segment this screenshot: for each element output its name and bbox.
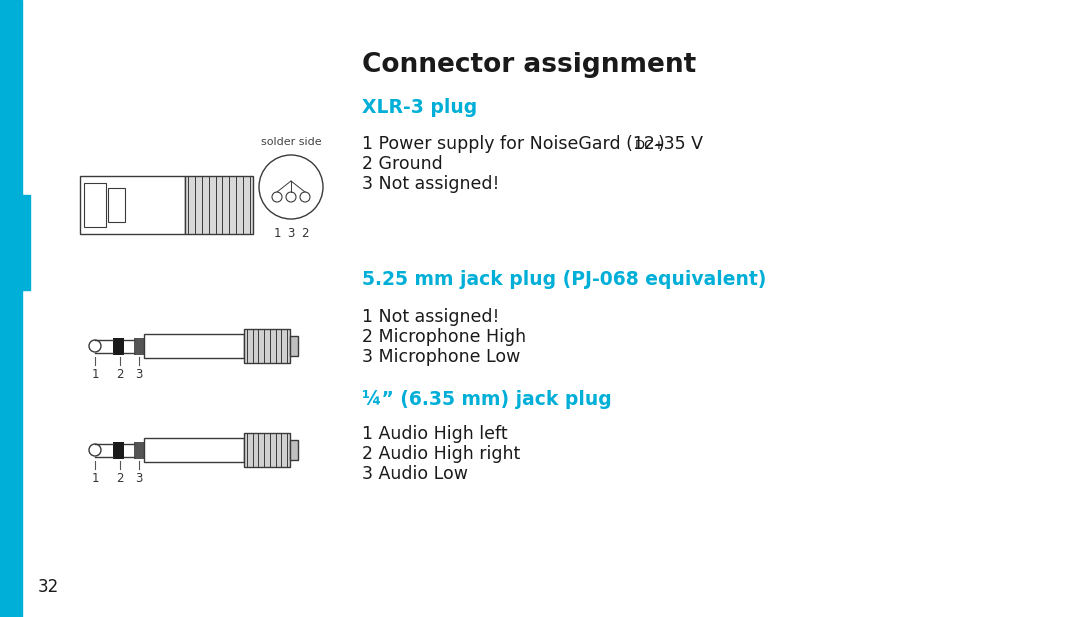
Bar: [84, 183, 106, 227]
Text: 5.25 mm jack plug (PJ-068 equivalent): 5.25 mm jack plug (PJ-068 equivalent): [362, 270, 767, 289]
Text: 1: 1: [91, 473, 98, 486]
Text: DC+: DC+: [635, 139, 665, 152]
Text: 2 Microphone High: 2 Microphone High: [362, 328, 526, 346]
Text: 3 Audio Low: 3 Audio Low: [362, 465, 468, 483]
Circle shape: [259, 155, 323, 219]
Text: 3: 3: [135, 368, 143, 381]
Text: solder side: solder side: [260, 137, 322, 147]
Text: 3: 3: [287, 227, 295, 240]
Bar: [144, 334, 244, 358]
Text: XLR-3 plug: XLR-3 plug: [362, 98, 477, 117]
Text: 3 Not assigned!: 3 Not assigned!: [362, 175, 499, 193]
Bar: [108, 188, 125, 222]
Bar: [22, 195, 30, 290]
Text: 1: 1: [91, 368, 98, 381]
Text: 1 Audio High left: 1 Audio High left: [362, 425, 508, 443]
Circle shape: [89, 444, 102, 456]
Text: 3 Microphone Low: 3 Microphone Low: [362, 348, 521, 366]
Text: 2: 2: [116, 368, 123, 381]
Text: ): ): [658, 135, 665, 153]
Text: 3: 3: [135, 473, 143, 486]
Bar: [80, 176, 185, 234]
Bar: [244, 433, 291, 467]
Bar: [291, 440, 298, 460]
Circle shape: [300, 192, 310, 202]
Bar: [113, 337, 124, 355]
Text: ¼” (6.35 mm) jack plug: ¼” (6.35 mm) jack plug: [362, 390, 611, 409]
Text: 1 Power supply for NoiseGard (12–35 V: 1 Power supply for NoiseGard (12–35 V: [362, 135, 703, 153]
Bar: [134, 442, 144, 458]
Bar: [0, 0, 22, 617]
Bar: [185, 176, 253, 234]
Text: 1 Not assigned!: 1 Not assigned!: [362, 308, 499, 326]
Circle shape: [272, 192, 282, 202]
Text: 2: 2: [301, 227, 309, 240]
Circle shape: [286, 192, 296, 202]
Text: 32: 32: [38, 578, 59, 596]
Text: 2 Audio High right: 2 Audio High right: [362, 445, 521, 463]
Bar: [134, 337, 144, 355]
Text: 2 Ground: 2 Ground: [362, 155, 443, 173]
Bar: [291, 336, 298, 356]
Text: 2: 2: [116, 473, 123, 486]
Bar: [113, 442, 124, 458]
Circle shape: [89, 340, 102, 352]
Bar: [144, 438, 244, 462]
Text: 1: 1: [273, 227, 281, 240]
Bar: [244, 329, 291, 363]
Text: Connector assignment: Connector assignment: [362, 52, 697, 78]
